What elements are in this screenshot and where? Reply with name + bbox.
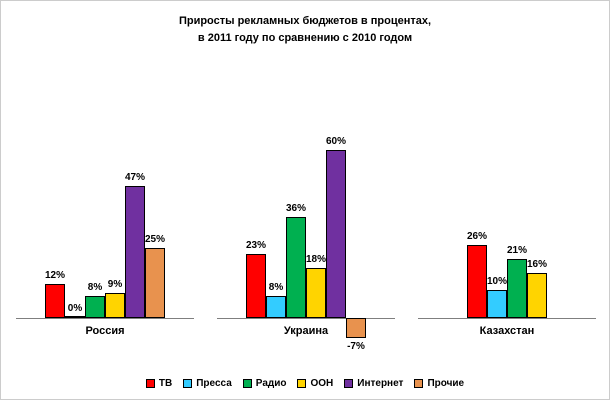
bar-cluster: 23% 8% 36% 18% 60% -7%	[246, 71, 366, 352]
legend-swatch	[297, 379, 307, 388]
legend-swatch	[145, 379, 155, 388]
category-axis-segment: 12% 0% 8% 9% 47% 25%	[16, 71, 194, 319]
bar-slot: 18%	[306, 71, 326, 318]
legend-swatch	[344, 379, 354, 388]
bar-slot: 23%	[246, 71, 266, 318]
legend-label: Интернет	[357, 378, 404, 389]
bar-series-4-cat-0	[125, 186, 145, 318]
bar-series-5-cat-0	[145, 248, 165, 318]
legend-label: Прочие	[427, 378, 465, 389]
bar-series-2-cat-0	[85, 296, 105, 318]
chart-title-line1: Приросты рекламных бюджетов в процентах,	[178, 15, 432, 27]
category-group-1: 23% 8% 36% 18% 60% -7% Украина	[217, 71, 395, 361]
category-label: Украина	[283, 325, 329, 337]
bar-slot: 0%	[65, 71, 85, 318]
bar-series-2-cat-1	[286, 217, 306, 318]
bar-slot: 21%	[507, 71, 527, 318]
value-label: 21%	[506, 245, 528, 256]
value-label: 23%	[245, 240, 267, 251]
bar-series-1-cat-1	[266, 296, 286, 318]
value-label: 8%	[87, 282, 103, 293]
bar-series-2-cat-2	[507, 259, 527, 318]
bar-slot: 60%	[326, 71, 346, 318]
bar-series-5-cat-1	[346, 318, 366, 338]
bar-slot: 26%	[467, 71, 487, 318]
legend-label: Пресса	[196, 378, 232, 389]
bar-slot: 12%	[45, 71, 65, 318]
category-label: Казахстан	[479, 325, 535, 337]
bar-slot: 16%	[527, 71, 547, 318]
legend-item-5: Прочие	[414, 378, 464, 389]
value-label: 47%	[124, 172, 146, 183]
legend-item-0: ТВ	[145, 378, 173, 389]
bar-series-4-cat-1	[326, 150, 346, 318]
bar-slot: 36%	[286, 71, 306, 318]
bar-series-3-cat-1	[306, 268, 326, 318]
bar-slot: 9%	[105, 71, 125, 318]
value-label: 10%	[486, 276, 508, 287]
value-label: 25%	[144, 234, 166, 245]
value-label: 16%	[526, 259, 548, 270]
value-label: 8%	[268, 282, 284, 293]
bar-slot: 25%	[145, 71, 165, 318]
bar-slot: 8%	[266, 71, 286, 318]
legend-label: Радио	[255, 378, 287, 389]
value-label: 36%	[285, 203, 307, 214]
bar-slot: 47%	[125, 71, 145, 318]
bar-series-0-cat-1	[246, 254, 266, 318]
category-axis-segment: 23% 8% 36% 18% 60% -7%	[217, 71, 395, 352]
value-label: 26%	[466, 231, 488, 242]
chart-title: Приросты рекламных бюджетов в процентах,…	[1, 13, 609, 47]
value-label: 60%	[325, 136, 347, 147]
bar-series-1-cat-0	[65, 316, 85, 318]
chart-title-line2: в 2011 году по сравнению с 2010 годом	[197, 32, 413, 45]
bar-series-3-cat-0	[105, 293, 125, 318]
bar-slot: -7%	[346, 71, 366, 352]
chart-legend: ТВ Пресса Радио ООН Интернет Прочие	[1, 378, 609, 389]
plot-region: 12% 0% 8% 9% 47% 25% Россия 23% 8% 36% 18% 60% -7% Ук…	[16, 71, 596, 361]
bar-cluster: 12% 0% 8% 9% 47% 25%	[45, 71, 165, 318]
category-group-2: 26% 10% 21% 16% Казахстан	[418, 71, 596, 361]
category-group-0: 12% 0% 8% 9% 47% 25% Россия	[16, 71, 194, 361]
value-label: 18%	[305, 254, 327, 265]
bar-cluster: 26% 10% 21% 16%	[467, 71, 547, 318]
legend-item-3: ООН	[297, 378, 333, 389]
legend-swatch	[242, 379, 252, 388]
bar-slot: 8%	[85, 71, 105, 318]
value-label: -7%	[347, 341, 365, 352]
legend-item-1: Пресса	[183, 378, 232, 389]
legend-label: ТВ	[158, 378, 173, 389]
value-label: 9%	[107, 279, 123, 290]
legend-item-4: Интернет	[344, 378, 403, 389]
category-label: Россия	[85, 325, 125, 337]
legend-item-2: Радио	[242, 378, 287, 389]
legend-label: ООН	[310, 378, 334, 389]
bar-slot: 10%	[487, 71, 507, 318]
bar-series-0-cat-2	[467, 245, 487, 318]
category-axis-segment: 26% 10% 21% 16%	[418, 71, 596, 319]
bar-series-1-cat-2	[487, 290, 507, 318]
legend-swatch	[414, 379, 424, 388]
value-label: 12%	[44, 270, 66, 281]
legend-swatch	[183, 379, 193, 388]
bar-series-3-cat-2	[527, 273, 547, 318]
value-label: 0%	[67, 303, 83, 314]
bar-series-0-cat-0	[45, 284, 65, 318]
